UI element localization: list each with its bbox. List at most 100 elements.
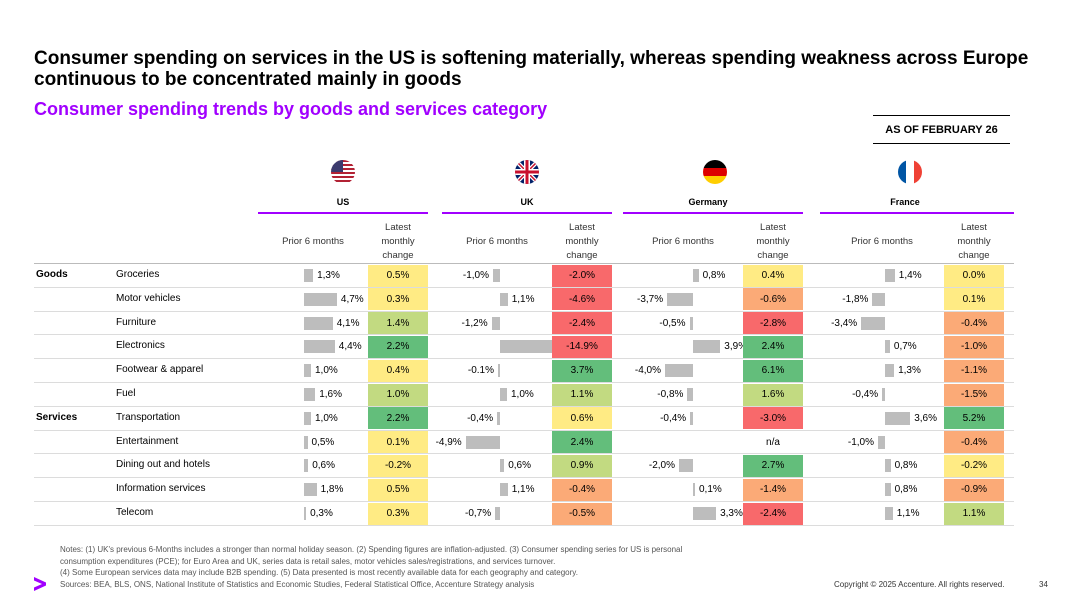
row-divider — [34, 358, 1014, 360]
latest-change-cell: 0.0% — [944, 264, 1004, 287]
prior-bar — [885, 364, 895, 378]
row-label: Transportation — [116, 411, 181, 423]
prior-bar — [878, 435, 885, 449]
latest-change-cell: 2.2% — [368, 407, 428, 430]
prior-bar — [304, 507, 307, 520]
latest-change-cell: -2.8% — [743, 312, 803, 335]
prior-value: 1,6% — [319, 389, 342, 400]
latest-change-cell: 0.4% — [743, 264, 803, 287]
prior-value: -0.1% — [467, 365, 494, 377]
row-label: Motor vehicles — [116, 292, 181, 304]
prior-bar — [491, 316, 500, 330]
latest-change-cell: -1.1% — [944, 359, 1004, 382]
latest-change-cell: 1.6% — [743, 383, 803, 406]
row-label: Footwear & apparel — [116, 364, 204, 376]
note-line: Notes: (1) UK's previous 6-Months includ… — [60, 545, 683, 554]
prior-value: -0,7% — [464, 508, 492, 519]
prior-bar — [304, 388, 316, 401]
page-title: Consumer spending on services in the US … — [34, 48, 1029, 90]
column-header-prior: Prior 6 months — [466, 236, 528, 247]
category-label: Services — [36, 411, 78, 423]
prior-bar — [500, 340, 553, 354]
prior-bar — [500, 459, 505, 473]
latest-change-cell: -1.4% — [743, 478, 803, 501]
latest-change-cell: -0.9% — [944, 478, 1004, 501]
prior-bar — [665, 364, 693, 378]
country-divider-france — [820, 212, 1014, 214]
prior-bar — [885, 269, 895, 282]
latest-change-cell: -3.0% — [743, 407, 803, 430]
prior-value: 1,3% — [898, 365, 921, 377]
latest-change-cell: -0.4% — [944, 431, 1004, 454]
copyright: Copyright © 2025 Accenture. All rights r… — [834, 580, 1005, 589]
latest-change-cell: -1.5% — [944, 383, 1004, 406]
prior-bar — [304, 459, 309, 473]
row-label: Entertainment — [116, 435, 179, 447]
prior-bar — [885, 483, 891, 497]
prior-value: -0,8% — [657, 389, 684, 400]
prior-value: 0,7% — [893, 341, 917, 353]
latest-change-cell: 0.4% — [368, 359, 428, 382]
latest-change-cell: -2.4% — [743, 502, 803, 525]
prior-value: 1,4% — [898, 270, 922, 281]
prior-bar — [693, 340, 721, 354]
latest-change-cell: 2.4% — [743, 335, 803, 358]
prior-value: -0,4% — [467, 412, 494, 424]
prior-bar — [498, 364, 500, 378]
prior-value: -2,0% — [648, 460, 675, 472]
country-header-uk: UK — [520, 197, 534, 207]
footnotes: Notes: (1) UK's previous 6-Months includ… — [60, 544, 820, 590]
latest-change-cell: 5.2% — [944, 407, 1004, 430]
column-header-prior: Prior 6 months — [282, 236, 344, 247]
country-header-us: US — [336, 197, 350, 207]
prior-bar — [690, 411, 693, 425]
prior-value: -3,7% — [636, 293, 664, 305]
prior-bar — [304, 483, 317, 497]
prior-bar — [885, 411, 911, 425]
prior-value: -1,0% — [462, 270, 489, 281]
prior-value: 4,1% — [336, 317, 360, 329]
prior-bar — [304, 411, 311, 425]
prior-bar — [885, 340, 890, 354]
prior-bar — [465, 435, 500, 449]
page-subtitle: Consumer spending trends by goods and se… — [34, 99, 548, 119]
prior-value: 1,3% — [317, 270, 340, 281]
latest-change-cell: 2.7% — [743, 454, 803, 477]
row-divider — [34, 453, 1014, 455]
prior-value: 0,1% — [699, 484, 722, 496]
prior-value: 0,6% — [312, 460, 335, 472]
latest-change-cell: 3.7% — [552, 359, 612, 382]
row-divider — [34, 382, 1014, 383]
prior-bar — [679, 459, 693, 473]
prior-bar — [495, 507, 500, 520]
latest-change-cell: -0.2% — [944, 454, 1004, 477]
row-label: Groceries — [116, 269, 160, 280]
row-label: Information services — [116, 483, 206, 495]
row-label: Electronics — [116, 340, 165, 352]
column-header-latest: Latest monthly change — [381, 222, 415, 261]
prior-value: 3,3% — [720, 508, 743, 519]
prior-value: 0,3% — [310, 508, 333, 519]
as-of-label: AS OF FEBRUARY 26 — [873, 115, 1010, 144]
prior-bar — [304, 316, 333, 330]
latest-change-cell: 0.5% — [368, 478, 428, 501]
prior-bar — [885, 459, 891, 473]
prior-bar — [304, 269, 314, 282]
row-divider — [34, 405, 1014, 407]
germany-flag-icon — [703, 160, 727, 184]
page-number: 34 — [1039, 580, 1048, 589]
prior-value: 1,1% — [511, 293, 535, 305]
prior-bar — [693, 507, 717, 520]
prior-value: 0,8% — [894, 484, 918, 496]
latest-change-cell: -0.2% — [368, 454, 428, 477]
latest-change-cell: -0.4% — [944, 312, 1004, 335]
column-header-prior: Prior 6 months — [851, 236, 913, 247]
row-divider — [34, 477, 1014, 479]
latest-change-cell: 2.4% — [552, 431, 612, 454]
prior-bar — [304, 340, 335, 354]
prior-value: -4,9% — [435, 436, 462, 448]
column-header-latest: Latest monthly change — [756, 222, 790, 261]
latest-change-cell: n/a — [743, 431, 803, 454]
prior-bar — [872, 292, 885, 306]
row-divider — [34, 334, 1014, 336]
